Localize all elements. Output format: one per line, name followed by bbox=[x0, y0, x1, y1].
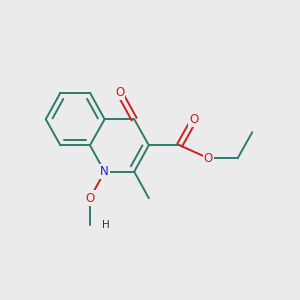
Text: H: H bbox=[102, 220, 110, 230]
Text: O: O bbox=[204, 152, 213, 165]
Text: O: O bbox=[115, 86, 124, 99]
Text: O: O bbox=[190, 113, 199, 126]
Text: N: N bbox=[100, 165, 109, 178]
Text: O: O bbox=[85, 192, 94, 205]
